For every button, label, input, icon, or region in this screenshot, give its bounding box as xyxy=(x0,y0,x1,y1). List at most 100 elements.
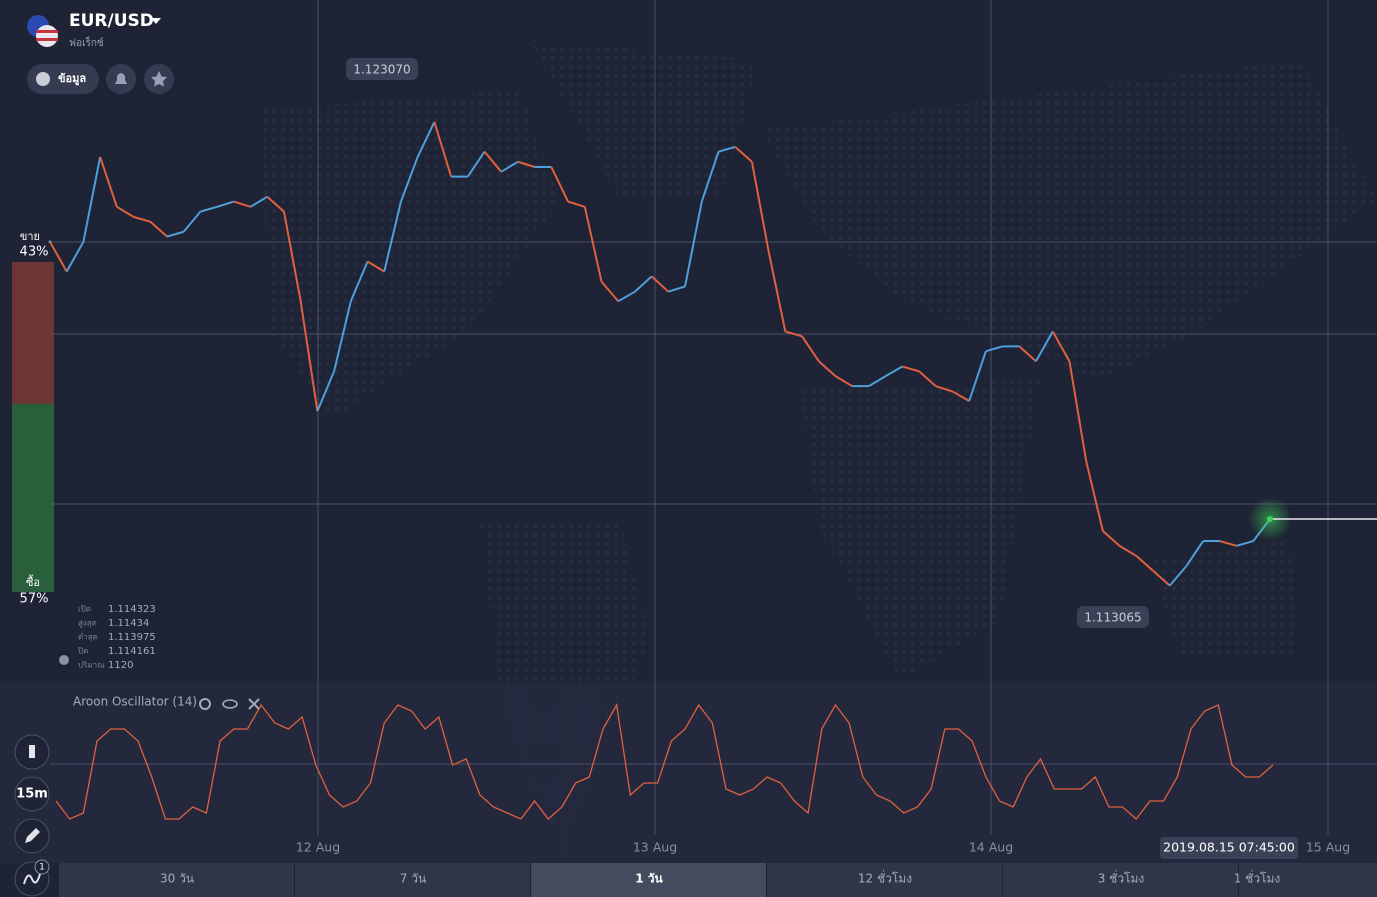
price-segment xyxy=(935,385,953,393)
ohlc-value: 1.114161 xyxy=(108,646,156,657)
tab[interactable] xyxy=(59,863,294,897)
x-axis: 12 Aug 13 Aug 14 Aug 15 Aug xyxy=(296,840,1350,855)
x-tick-label: 13 Aug xyxy=(633,840,677,855)
visibility-icon[interactable] xyxy=(222,699,238,709)
price-segment xyxy=(718,145,736,153)
ohlc-key: สูงสุด xyxy=(78,619,97,629)
settings-icon[interactable] xyxy=(199,698,211,710)
tab-label[interactable]: 1 ชั่วโมง xyxy=(1234,870,1281,886)
tab[interactable] xyxy=(1239,863,1377,897)
price-segment xyxy=(250,195,268,208)
tab[interactable] xyxy=(531,863,766,897)
price-segment xyxy=(166,230,184,238)
star-icon xyxy=(151,71,167,87)
price-segment xyxy=(1068,361,1088,462)
tab-label[interactable]: 7 วัน xyxy=(400,872,426,886)
ohlc-value: 1.11434 xyxy=(108,618,149,629)
ohlc-key: เปิด xyxy=(78,605,91,614)
price-segment xyxy=(233,200,251,208)
price-segment xyxy=(133,215,151,223)
price-segment xyxy=(785,330,803,338)
symbol[interactable]: EUR/USD xyxy=(69,11,154,31)
tab-label[interactable]: 3 ชั่วโมง xyxy=(1098,870,1145,886)
price-segment xyxy=(49,241,68,273)
price-segment xyxy=(333,301,352,372)
ohlc-key: ปิด xyxy=(77,647,88,656)
price-segment xyxy=(316,370,336,412)
price-segment xyxy=(550,166,569,202)
high-label: 1.123070 xyxy=(353,63,410,77)
current-point xyxy=(1267,515,1273,522)
price-segment xyxy=(734,146,753,163)
price-segment xyxy=(200,205,218,213)
ohlc-key: ปริมาณ xyxy=(78,661,105,670)
price-segment xyxy=(968,350,987,402)
timeframe[interactable]: 15m xyxy=(16,787,48,802)
price-segment xyxy=(1102,530,1121,547)
price-segment xyxy=(483,151,503,173)
price-segment xyxy=(617,290,636,303)
candle-icon xyxy=(29,745,35,758)
indicator-count: 1 xyxy=(39,863,45,873)
price-segment xyxy=(433,121,453,177)
price-segment xyxy=(750,161,770,252)
price-segment xyxy=(600,280,619,302)
price-segment xyxy=(634,275,653,293)
info-label[interactable]: ข้อมูล xyxy=(58,72,86,86)
symbol-dropdown[interactable] xyxy=(151,18,161,24)
indicator-name: Aroon Oscillator (14) xyxy=(73,695,197,709)
cursor-time-box xyxy=(1160,837,1298,859)
buy-label: ซื้อ xyxy=(26,574,40,589)
low-label: 1.113065 xyxy=(1084,611,1141,625)
price-segment xyxy=(684,201,703,287)
price-segment xyxy=(567,200,586,208)
price-segment xyxy=(834,375,853,388)
price-segment xyxy=(583,206,603,282)
price-segment xyxy=(1219,540,1237,547)
us-flag xyxy=(36,25,58,47)
price-segment xyxy=(149,220,168,238)
badge xyxy=(34,859,50,875)
price-segment xyxy=(367,260,385,273)
pencil-icon xyxy=(25,828,40,843)
price-segment xyxy=(1185,540,1204,567)
ohlc-value: 1120 xyxy=(108,660,133,671)
price-segment xyxy=(1018,345,1037,362)
help-icon[interactable] xyxy=(59,655,69,665)
sell-label: ขาย xyxy=(20,230,40,243)
sentiment xyxy=(12,262,54,592)
price-segment xyxy=(1135,555,1154,572)
price-segment xyxy=(349,261,369,302)
x-tick-label: 12 Aug xyxy=(296,840,340,855)
tab[interactable] xyxy=(1003,863,1238,897)
period-tabs: 30 วัน 7 วัน 1 วัน 12 ชั่วโมง 3 ชั่วโมง 1 ชั่… xyxy=(59,863,1377,897)
grid xyxy=(50,0,1377,835)
price-segment xyxy=(902,365,920,373)
timeframe-button[interactable] xyxy=(14,776,50,812)
price-segment xyxy=(767,251,787,332)
x-tick-label: 15 Aug xyxy=(1306,840,1350,855)
tab-label[interactable]: 30 วัน xyxy=(160,872,194,886)
price-segment xyxy=(517,160,535,168)
tab[interactable] xyxy=(295,863,530,897)
low-label-box xyxy=(1077,606,1149,628)
price-segment xyxy=(99,156,118,208)
remove-icon[interactable] xyxy=(248,698,260,710)
price-segment xyxy=(1085,460,1104,532)
price-segment xyxy=(400,156,419,202)
price-segment xyxy=(918,370,937,387)
price-segment xyxy=(951,390,970,402)
tab-label[interactable]: 1 วัน xyxy=(635,872,663,886)
sell-bar xyxy=(12,262,54,404)
tab-label[interactable]: 12 ชั่วโมง xyxy=(858,870,912,886)
price-segment xyxy=(1152,570,1171,587)
price-segment xyxy=(282,211,302,302)
info-button[interactable] xyxy=(27,64,99,94)
price-segment xyxy=(650,275,670,293)
price-segment xyxy=(266,195,285,213)
sell-pct: 43% xyxy=(20,245,49,260)
tab[interactable] xyxy=(767,863,1002,897)
price-segment xyxy=(1051,331,1071,362)
